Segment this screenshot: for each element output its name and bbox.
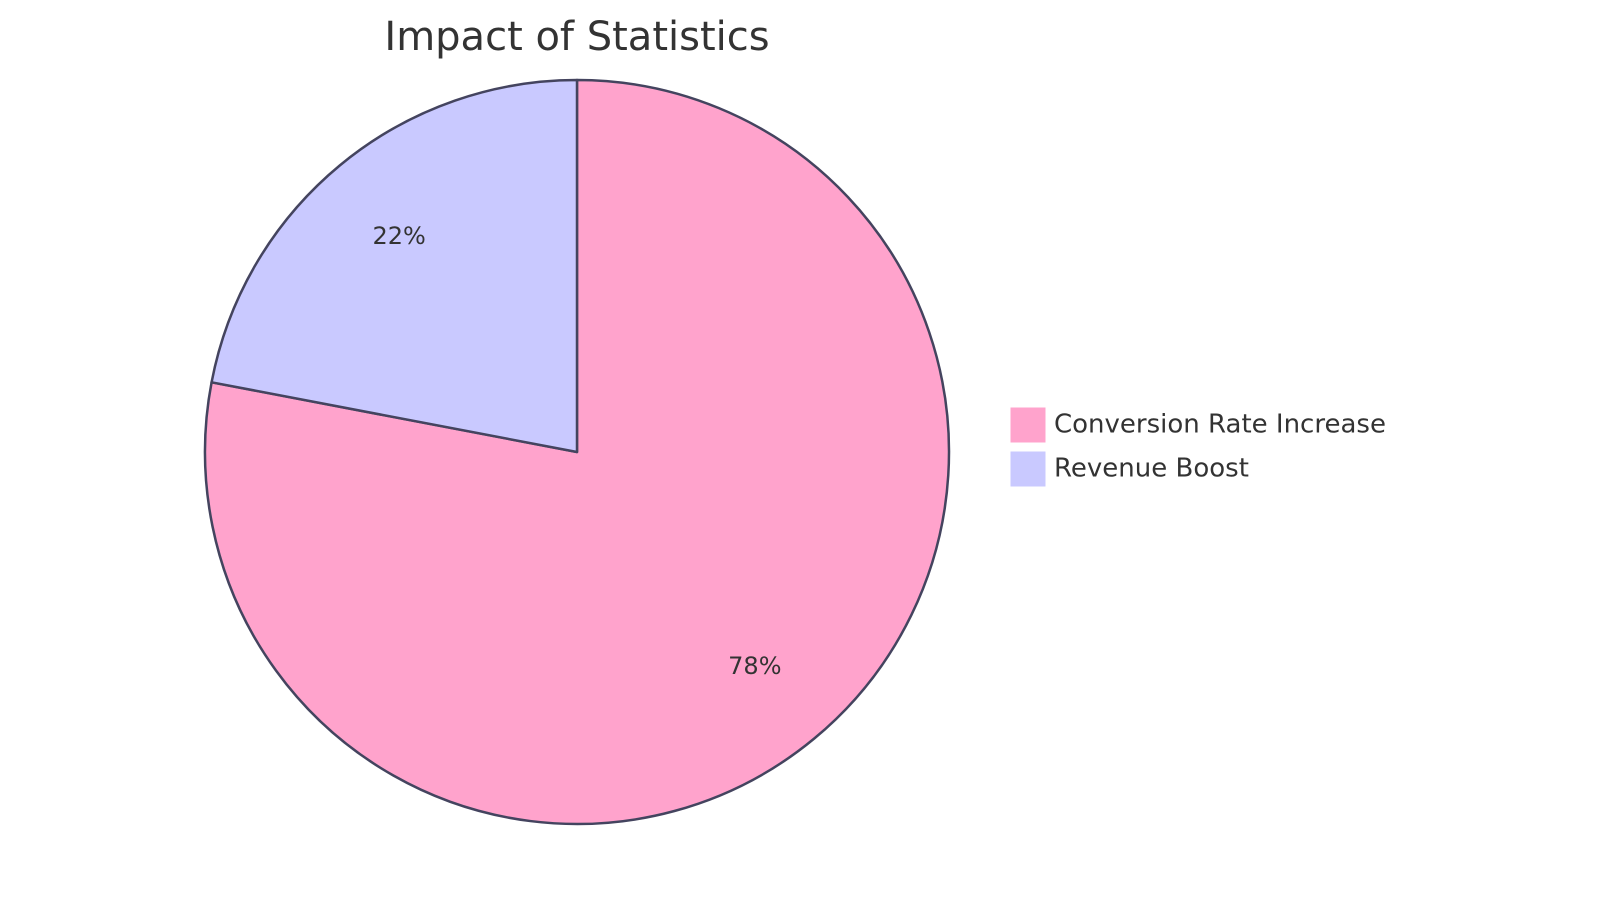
chart-title: Impact of Statistics <box>384 14 769 60</box>
pie-slice-1 <box>210 78 579 454</box>
slice-percent-label-0: 78% <box>728 652 781 680</box>
slice-percent-label-1: 22% <box>372 222 425 250</box>
pie-slices <box>203 78 951 826</box>
legend-swatch-1 <box>1009 450 1047 488</box>
legend-swatch-0 <box>1009 406 1047 444</box>
legend-label-0: Conversion Rate Increase <box>1054 410 1386 440</box>
legend-label-1: Revenue Boost <box>1054 454 1249 484</box>
legend: Conversion Rate Increase Revenue Boost <box>1009 406 1386 488</box>
pie-slice-labels: 78% 22% <box>372 222 781 680</box>
